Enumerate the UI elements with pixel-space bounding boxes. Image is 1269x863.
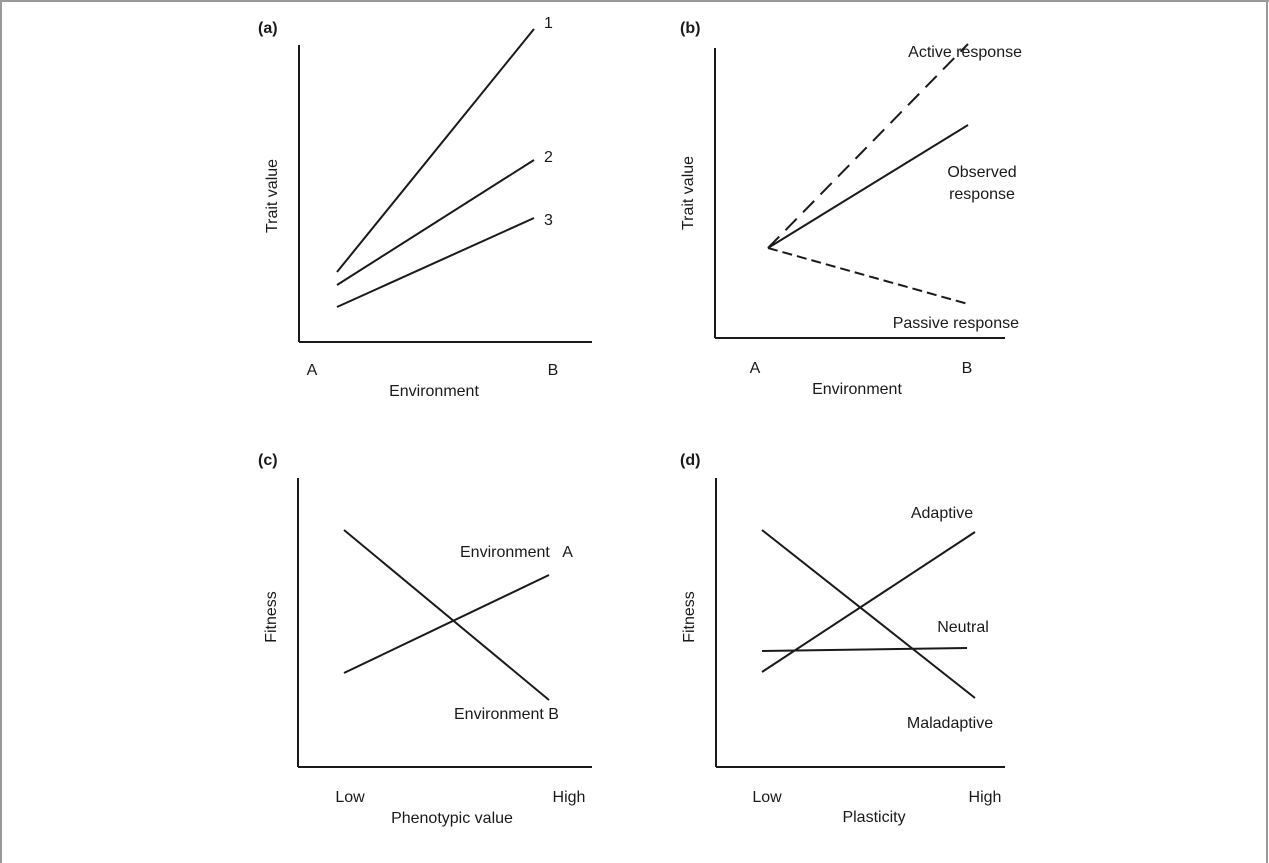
panel-a-line-3-label: 3 <box>544 212 553 229</box>
panel-b-passive-response-label: Passive response <box>893 315 1019 332</box>
panel-b-active-response-line <box>767 43 969 249</box>
panel-d: (d) Adaptive Neutral Maladaptive Fitness… <box>680 452 1005 826</box>
panel-b-active-response-label: Active response <box>908 44 1022 61</box>
panel-c: (c) Environment A Environment B Fitness … <box>258 452 592 827</box>
panel-a-line-2 <box>336 159 535 286</box>
panel-c-tick-low: Low <box>335 789 365 806</box>
panel-c-environment-a-label: Environment A <box>460 544 573 561</box>
panel-b-observed-response-label-1: Observed <box>947 164 1016 181</box>
panel-c-environment-b-label: Environment B <box>454 706 559 723</box>
panel-c-environment-a-line <box>343 574 550 674</box>
panel-a-line-2-label: 2 <box>544 149 553 166</box>
panel-a: (a) 1 2 3 Trait value A B Environment <box>258 15 592 400</box>
panel-d-adaptive-label: Adaptive <box>911 505 973 522</box>
panel-a-line-1-label: 1 <box>544 15 553 32</box>
panel-d-tick-low: Low <box>752 789 782 806</box>
panel-a-y-axis-label: Trait value <box>264 159 281 233</box>
panel-b-passive-response-line <box>767 247 969 305</box>
panel-b-observed-response-line <box>767 124 969 249</box>
panel-d-neutral-line <box>761 647 968 652</box>
panel-b-tick-a: A <box>750 360 761 377</box>
panel-d-neutral-label: Neutral <box>937 619 989 636</box>
panel-c-environment-b-line <box>343 529 550 701</box>
panel-b-y-axis-label: Trait value <box>680 156 697 230</box>
panel-b-tick-b: B <box>962 360 973 377</box>
panel-d-maladaptive-label: Maladaptive <box>907 715 993 732</box>
panel-c-y-axis-label: Fitness <box>263 591 280 643</box>
panel-b: (b) Active response Observed response Pa… <box>680 20 1022 398</box>
panel-d-tick-high: High <box>969 789 1002 806</box>
panel-a-x-axis-label: Environment <box>389 383 479 400</box>
panel-a-tick-a: A <box>307 362 318 379</box>
panel-c-tick-high: High <box>553 789 586 806</box>
panel-d-adaptive-line <box>761 531 976 673</box>
panel-a-line-3 <box>336 217 535 308</box>
panel-b-observed-response-label-2: response <box>949 186 1015 203</box>
panel-a-tick-b: B <box>548 362 559 379</box>
panel-d-label: (d) <box>680 452 700 469</box>
panel-c-x-axis-label: Phenotypic value <box>391 810 513 827</box>
panel-b-x-axis-label: Environment <box>812 381 902 398</box>
panel-d-maladaptive-line <box>761 529 976 699</box>
panel-c-label: (c) <box>258 452 278 469</box>
panel-a-label: (a) <box>258 20 278 37</box>
panel-a-line-1 <box>336 28 535 273</box>
panel-b-label: (b) <box>680 20 700 37</box>
panel-d-x-axis-label: Plasticity <box>842 809 905 826</box>
panel-d-y-axis-label: Fitness <box>681 591 698 643</box>
